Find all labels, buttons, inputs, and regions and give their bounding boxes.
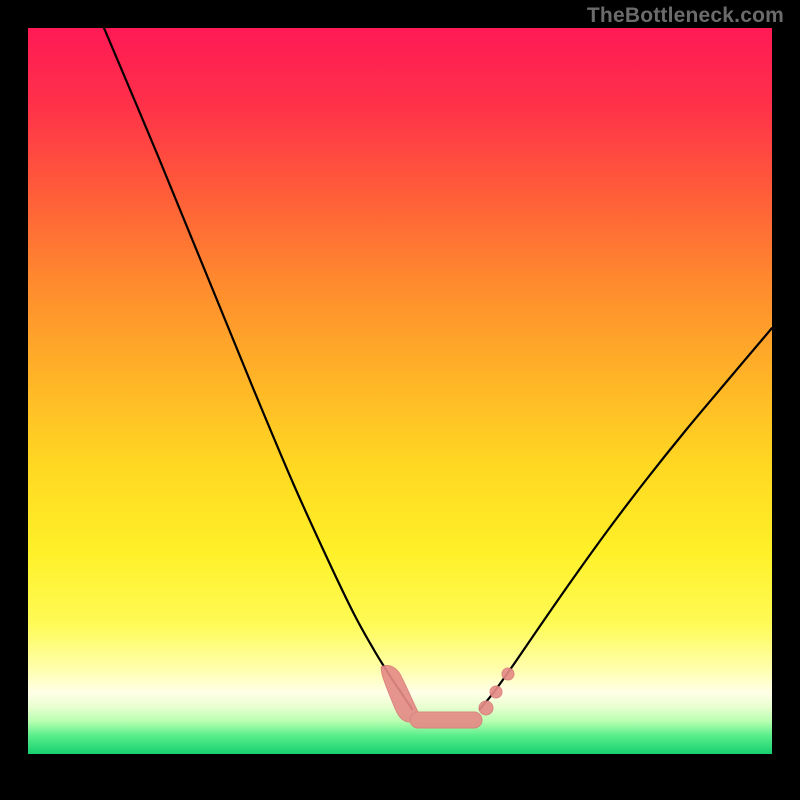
trough-dot (479, 701, 493, 715)
chart-container: { "watermark": { "text": "TheBottleneck.… (0, 0, 800, 800)
trough-dot (490, 686, 502, 698)
trough-dot (502, 668, 514, 680)
bottleneck-chart (0, 0, 800, 800)
trough-bar (410, 712, 482, 728)
watermark-text: TheBottleneck.com (587, 4, 784, 28)
plot-area (28, 28, 772, 754)
